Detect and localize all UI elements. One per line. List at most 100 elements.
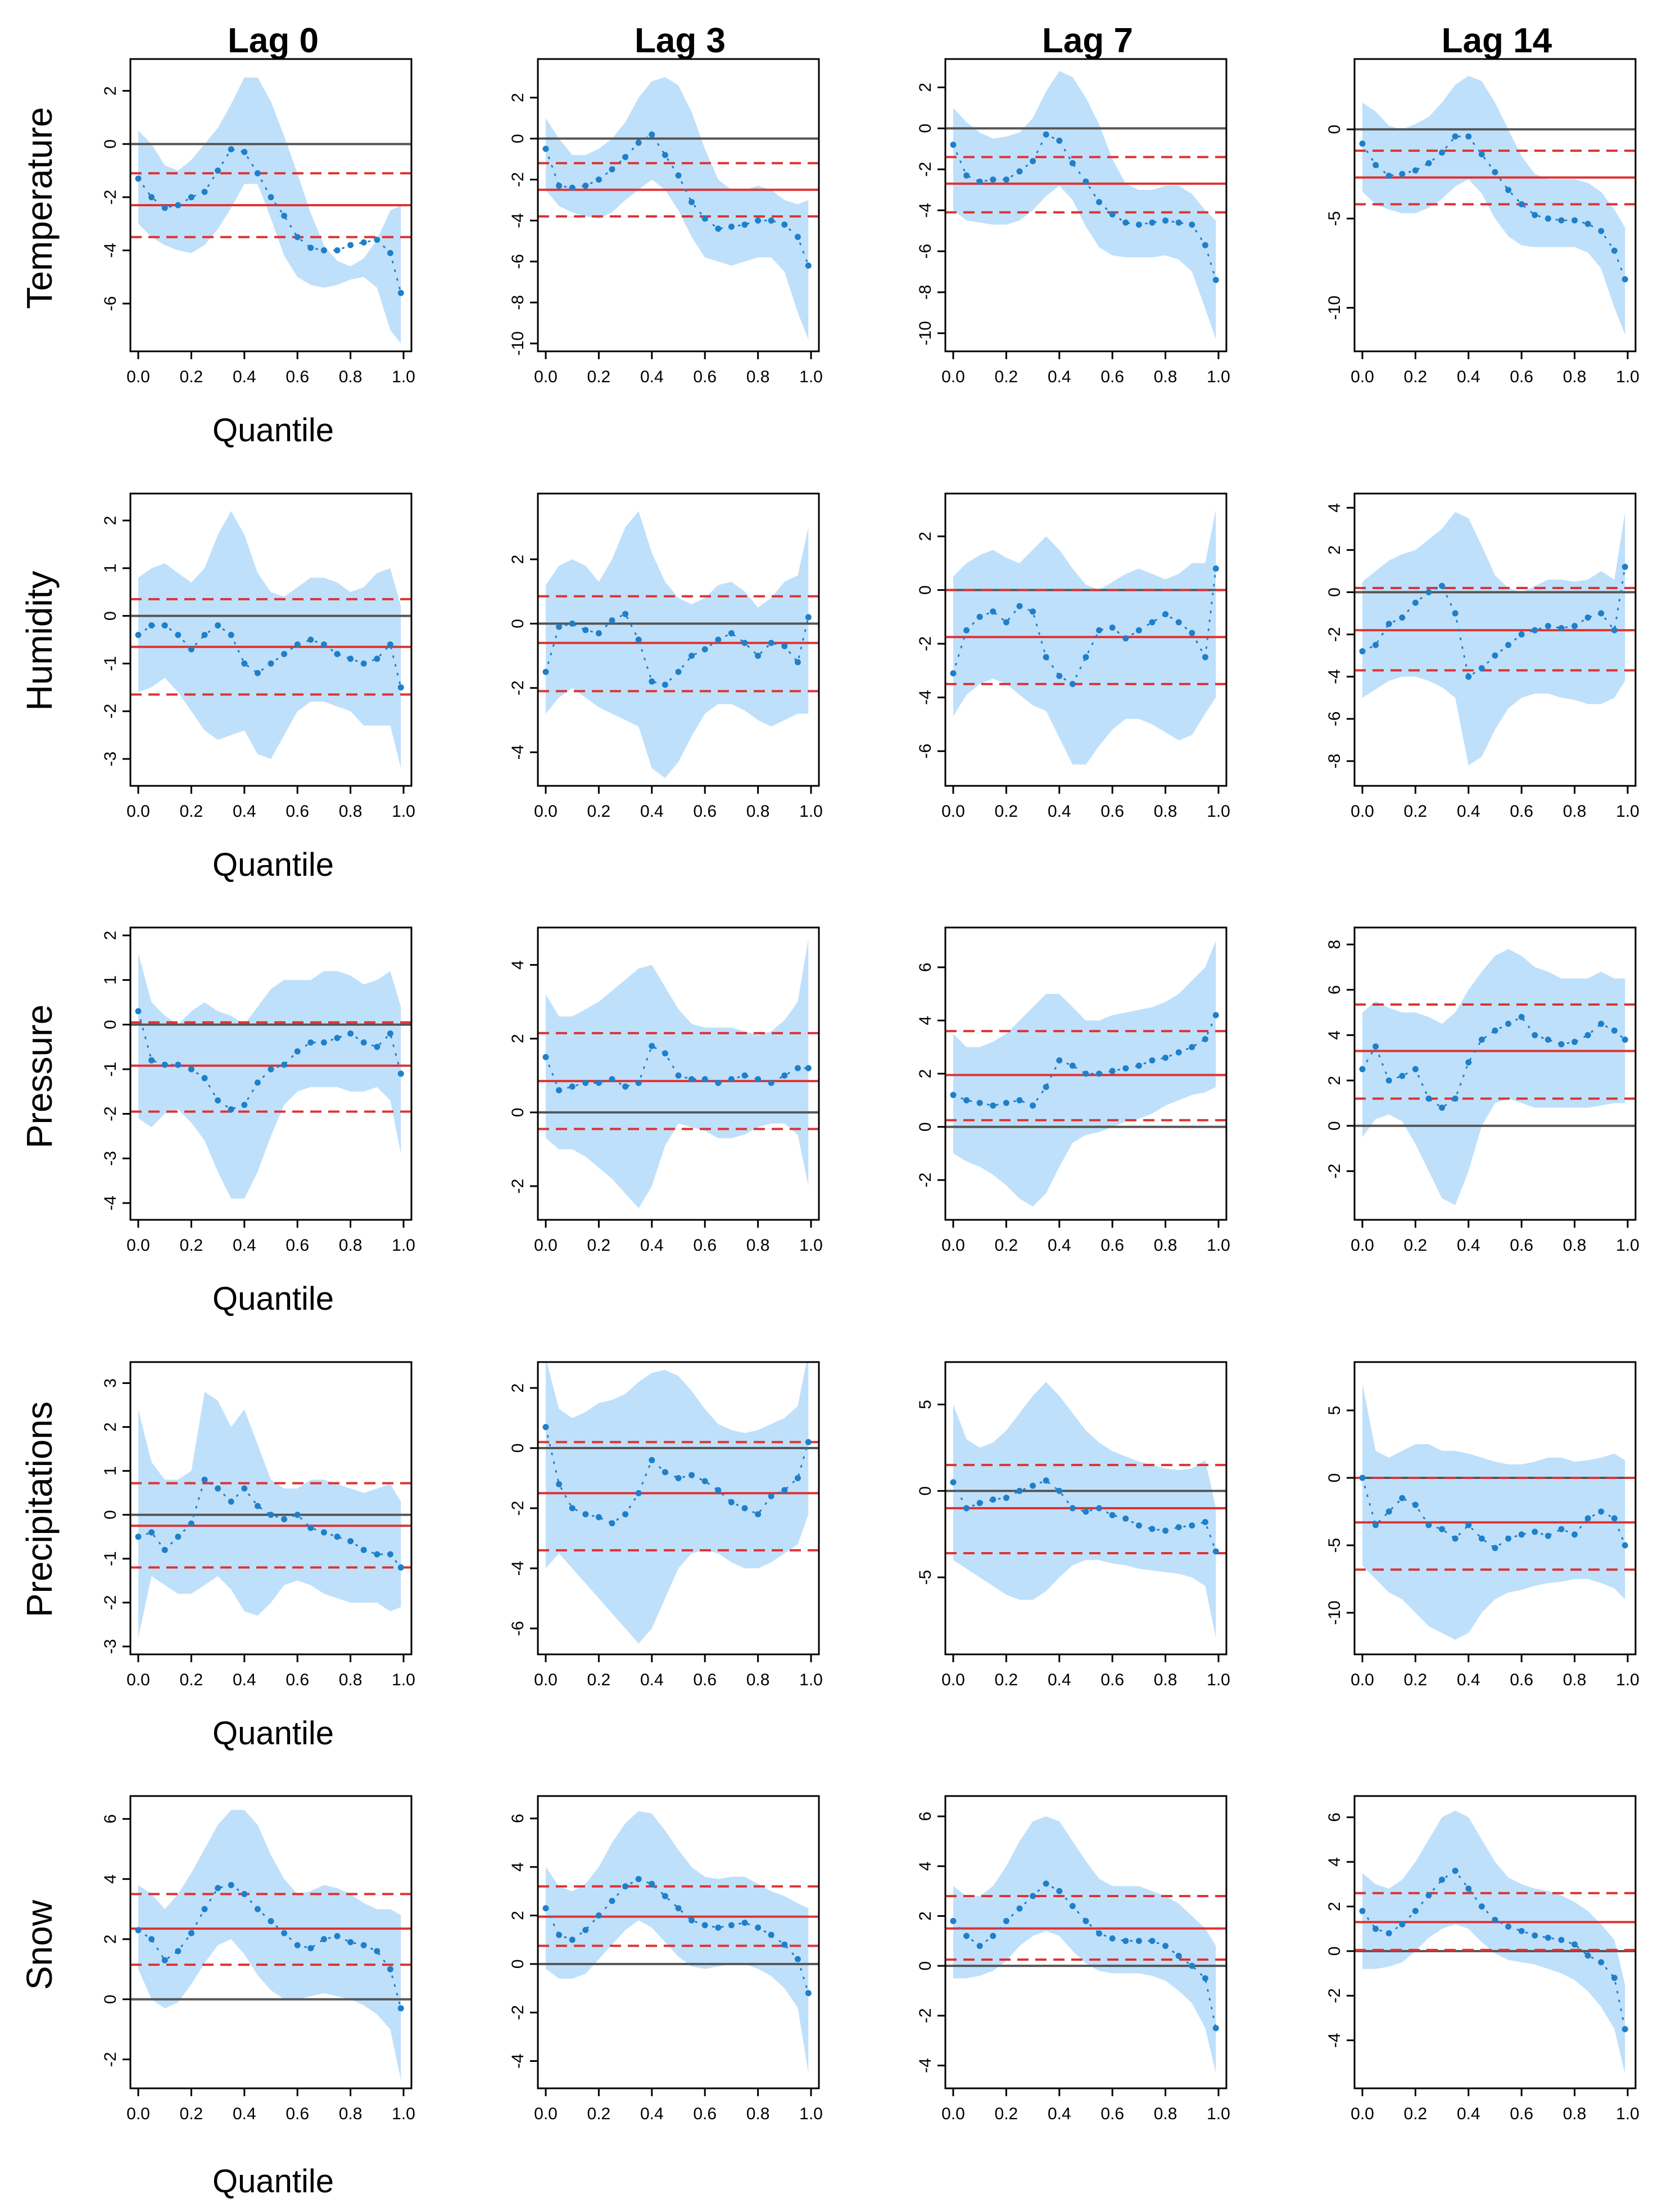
estimate-point [805,1065,812,1071]
y-tick-label: -6 [509,1621,527,1636]
estimate-point [175,202,182,209]
estimate-point [148,1529,155,1536]
estimate-point [1518,1531,1525,1538]
estimate-point [1399,1495,1406,1501]
estimate-point [675,1072,682,1079]
x-tick-label: 0.8 [746,802,770,821]
estimate-point [1412,1907,1419,1914]
y-tick-label: 2 [916,83,935,92]
estimate-point [1492,1916,1498,1923]
estimate-point [1571,1039,1578,1046]
estimate-point [268,194,274,201]
x-tick-label: 0.8 [1154,2105,1177,2123]
estimate-point [595,176,602,183]
y-tick-label: -2 [101,1595,120,1611]
estimate-point [1425,589,1432,595]
estimate-point [582,627,589,634]
plot-area [1355,512,1636,766]
y-tick-label: -2 [509,680,527,695]
x-tick-label: 0.2 [180,368,203,386]
x-tick-label: 0.0 [534,1236,558,1255]
x-tick-label: 0.2 [1404,368,1428,386]
estimate-point [1016,1097,1023,1103]
x-tick-label: 0.8 [1563,368,1587,386]
estimate-point [1518,201,1525,207]
estimate-point [1478,151,1485,158]
estimate-point [1162,611,1169,618]
estimate-point [1175,1524,1182,1531]
estimate-point [281,1516,288,1523]
estimate-point [1069,1505,1076,1512]
estimate-point [1082,654,1089,661]
plot-area [130,1392,411,1638]
estimate-point [990,1933,996,1939]
y-tick-label: 2 [509,1383,527,1393]
estimate-point [662,681,668,688]
estimate-point [635,1490,642,1496]
estimate-point [662,1050,668,1057]
estimate-point [1212,277,1219,283]
estimate-point [1412,1501,1419,1508]
estimate-point [1478,1903,1485,1910]
x-tick-label: 0.2 [180,1671,203,1689]
estimate-point [1135,1062,1142,1069]
estimate-point [1584,1515,1591,1522]
x-tick-label: 0.0 [126,1671,150,1689]
estimate-point [294,641,301,648]
y-tick-label: 1 [101,1466,120,1476]
estimate-point [334,1035,341,1042]
row-label-temperature: Temperature [19,107,60,309]
x-tick-label: 1.0 [1207,2105,1230,2123]
estimate-point [701,1922,708,1929]
estimate-point [990,1496,996,1503]
panel-precipitations-lag-3: 0.0 0.2 0.4 0.6 0.8 1.0 -6 -4 -2 0 2 [509,1361,823,1689]
estimate-point [741,640,748,646]
estimate-point [715,1487,722,1494]
plot-area [130,1810,411,2080]
confidence-band [546,77,809,340]
estimate-line [1361,1016,1626,1109]
estimate-point [1175,1952,1182,1959]
estimate-point [254,670,261,676]
estimate-point [649,1456,655,1463]
y-tick-label: 0 [1325,1473,1344,1483]
x-tick-label: 0.6 [286,802,309,821]
estimate-point [1069,681,1076,687]
y-tick-label: -1 [101,1551,120,1566]
y-tick-label: -8 [1325,754,1344,769]
estimate-point [1056,137,1063,144]
confidence-band [138,511,401,768]
x-tick-label: 0.4 [640,2105,664,2123]
estimate-point [609,617,615,624]
estimate-point [556,182,563,189]
estimate-point [1043,1880,1049,1887]
plot-area [1355,1810,1636,2074]
estimate-point [360,1546,367,1553]
estimate-point [976,178,983,185]
x-tick-label: 0.2 [587,1236,611,1255]
x-tick-label: 0.0 [941,2105,965,2123]
x-tick-label: 0.8 [746,1671,770,1689]
estimate-point [1518,1928,1525,1934]
y-tick-label: -6 [916,244,935,259]
estimate-point [569,184,576,191]
estimate-point [135,632,142,639]
estimate-point [1016,168,1023,175]
estimate-point [1452,1867,1458,1874]
column-title-lag-0: Lag 0 [228,21,319,60]
estimate-point [1452,1535,1458,1542]
plot-area [945,1382,1226,1638]
x-tick-label: 0.2 [180,802,203,821]
y-tick-label: 2 [509,1034,527,1043]
estimate-point [1571,623,1578,630]
y-tick-label: -4 [509,213,527,228]
x-axis-label-row-2: Quantile [212,847,334,883]
estimate-point [556,1087,563,1094]
x-tick-label: 0.4 [233,802,256,821]
x-tick-label: 0.8 [1154,1236,1177,1255]
estimate-point [582,1079,589,1086]
estimate-point [228,146,234,153]
estimate-point [1492,169,1498,175]
estimate-point [347,242,354,248]
row-label-snow: Snow [19,1899,60,1990]
